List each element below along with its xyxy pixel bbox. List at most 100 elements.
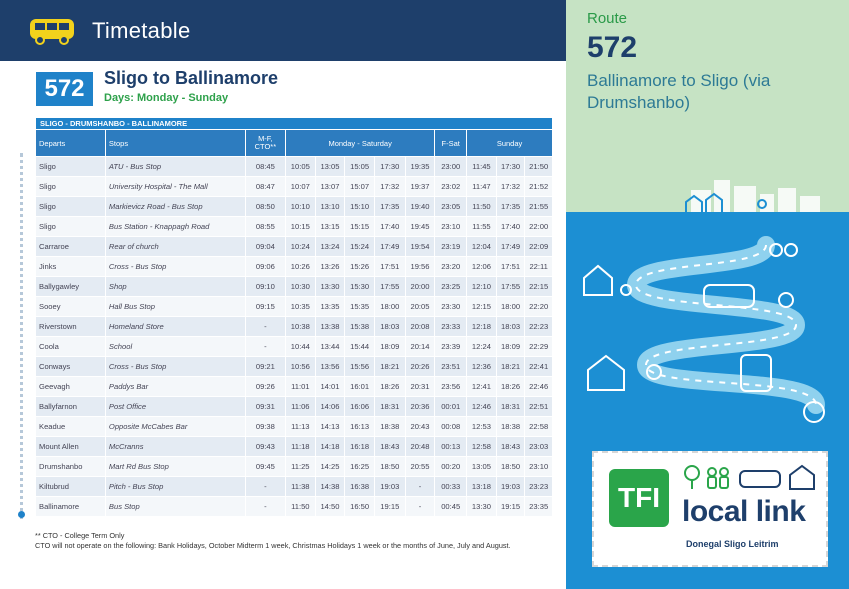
cell-time: 16:38 bbox=[344, 476, 375, 497]
panel-route-label: Route bbox=[587, 10, 628, 27]
cell-time: 11:47 bbox=[466, 176, 497, 197]
footnotes: ** CTO - College Term Only CTO will not … bbox=[35, 531, 555, 551]
cell-mf-cto: 08:50 bbox=[244, 196, 286, 217]
cell-time: 12:06 bbox=[466, 256, 497, 277]
cell-stop: Hall Bus Stop bbox=[104, 296, 246, 317]
cell-time: 00:20 bbox=[434, 456, 468, 477]
table-row: Drumshanbo Mart Rd Bus Stop 09:45 11:25 14:2… bbox=[35, 456, 553, 477]
cell-time: 10:15 bbox=[284, 216, 316, 237]
cell-time: 22:58 bbox=[524, 416, 553, 437]
cell-time: 18:43 bbox=[495, 436, 526, 457]
cell-time: 11:01 bbox=[284, 376, 316, 397]
cell-stop: Cross - Bus Stop bbox=[104, 356, 246, 377]
cell-time: 00:01 bbox=[434, 396, 468, 417]
cell-time: 22:41 bbox=[524, 356, 553, 377]
table-row: Riverstown Homeland Store -10:38 13:38 15:38… bbox=[35, 316, 553, 337]
cell-time: 17:40 bbox=[373, 216, 406, 237]
cell-time: 10:05 bbox=[284, 156, 316, 177]
cell-time: 11:18 bbox=[284, 436, 316, 457]
cell-time: 20:48 bbox=[404, 436, 436, 457]
cell-departs: Sligo bbox=[35, 196, 106, 217]
cell-time: 20:26 bbox=[404, 356, 436, 377]
col-departs: Departs bbox=[35, 129, 106, 157]
cell-time: 12:15 bbox=[466, 296, 497, 317]
pin-icon bbox=[646, 364, 662, 380]
cell-stop: Bus Stop bbox=[104, 496, 246, 517]
cell-time: 19:15 bbox=[373, 496, 406, 517]
cell-time: 22:23 bbox=[524, 316, 553, 337]
bus-front-icon bbox=[740, 354, 772, 392]
cell-time: 18:21 bbox=[495, 356, 526, 377]
cell-time: 11:38 bbox=[284, 476, 316, 497]
cell-time: 15:15 bbox=[344, 216, 375, 237]
cell-mf-cto: 08:55 bbox=[244, 216, 286, 237]
cell-time: 23:20 bbox=[434, 256, 468, 277]
cell-time: 21:50 bbox=[524, 156, 553, 177]
house-icon-2 bbox=[587, 354, 625, 391]
tree-icon-2 bbox=[778, 292, 794, 308]
cell-time: 16:13 bbox=[344, 416, 375, 437]
cell-time: 14:01 bbox=[314, 376, 346, 397]
panel-destination: Ballinamore to Sligo (via Drumshanbo) bbox=[587, 71, 771, 112]
cell-time: 10:44 bbox=[284, 336, 316, 357]
cell-time: 12:24 bbox=[466, 336, 497, 357]
cell-time: 21:55 bbox=[524, 196, 553, 217]
cell-time: 15:38 bbox=[344, 316, 375, 337]
bus-icon bbox=[30, 18, 74, 45]
cell-time: 18:31 bbox=[373, 396, 406, 417]
cell-time: 23:10 bbox=[524, 456, 553, 477]
cell-time: 13:05 bbox=[314, 156, 346, 177]
cell-time: 23:19 bbox=[434, 236, 468, 257]
cell-stop: University Hospital - The Mall bbox=[104, 176, 246, 197]
cell-time: 20:05 bbox=[404, 296, 436, 317]
cell-stop: Rear of church bbox=[104, 236, 246, 257]
cell-departs: Drumshanbo bbox=[35, 456, 106, 477]
cell-time: 22:00 bbox=[524, 216, 553, 237]
cell-time: 18:03 bbox=[495, 316, 526, 337]
cell-departs: Carraroe bbox=[35, 236, 106, 257]
table-row: Keadue Opposite McCabes Bar 09:38 11:13 14:1… bbox=[35, 416, 553, 437]
cell-time: 23:56 bbox=[434, 376, 468, 397]
cell-time: 20:43 bbox=[404, 416, 436, 437]
cell-departs: Jinks bbox=[35, 256, 106, 277]
cell-time: 22:09 bbox=[524, 236, 553, 257]
tree-icon bbox=[803, 401, 825, 423]
cell-mf-cto: 09:31 bbox=[244, 396, 286, 417]
cell-mf-cto: 09:04 bbox=[244, 236, 286, 257]
cell-time: 17:40 bbox=[495, 216, 526, 237]
cell-time: 19:40 bbox=[404, 196, 436, 217]
cell-time: 23:35 bbox=[524, 496, 553, 517]
cell-time: 17:49 bbox=[495, 236, 526, 257]
cell-time: 17:55 bbox=[373, 276, 406, 297]
route-number-badge: 572 bbox=[36, 72, 93, 106]
cell-stop: School bbox=[104, 336, 246, 357]
cell-time: 11:50 bbox=[466, 196, 497, 217]
cell-departs: Sligo bbox=[35, 156, 106, 177]
cell-departs: Kiltubrud bbox=[35, 476, 106, 497]
segment-heading: SLIGO - DRUMSHANBO - BALLINAMORE bbox=[35, 117, 553, 130]
cell-time: 18:09 bbox=[495, 336, 526, 357]
route-line bbox=[20, 153, 26, 519]
cell-time: 22:51 bbox=[524, 396, 553, 417]
cell-time: 12:36 bbox=[466, 356, 497, 377]
tfi-logo: TFI bbox=[609, 469, 669, 527]
bus-icon-small bbox=[703, 284, 755, 308]
header-bar: Timetable bbox=[0, 0, 566, 61]
cell-time: 11:25 bbox=[284, 456, 316, 477]
cell-time: 23:03 bbox=[524, 436, 553, 457]
cell-time: 17:49 bbox=[373, 236, 406, 257]
cell-time: 18:38 bbox=[495, 416, 526, 437]
cell-time: 16:50 bbox=[344, 496, 375, 517]
cell-time: 22:11 bbox=[524, 256, 553, 277]
cell-time: 18:50 bbox=[495, 456, 526, 477]
cell-time: 23:05 bbox=[434, 196, 468, 217]
cell-time: 20:14 bbox=[404, 336, 436, 357]
cell-time: 20:08 bbox=[404, 316, 436, 337]
cell-stop: Post Office bbox=[104, 396, 246, 417]
cell-stop: Opposite McCabes Bar bbox=[104, 416, 246, 437]
table-row: Sligo University Hospital - The Mall 08:47… bbox=[35, 176, 553, 197]
cell-mf-cto: 09:38 bbox=[244, 416, 286, 437]
cell-time: 10:10 bbox=[284, 196, 316, 217]
cell-mf-cto: 09:26 bbox=[244, 376, 286, 397]
cell-time: 17:30 bbox=[495, 156, 526, 177]
